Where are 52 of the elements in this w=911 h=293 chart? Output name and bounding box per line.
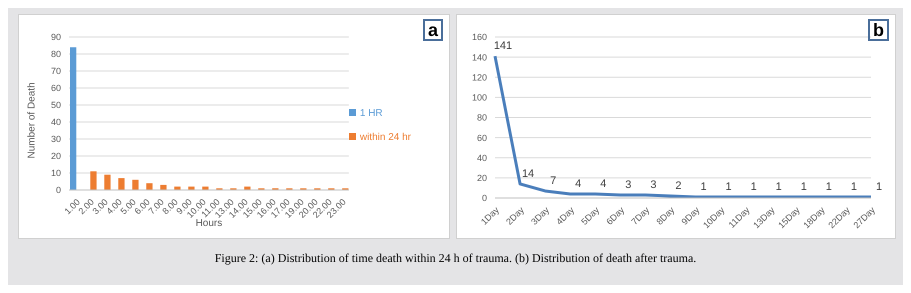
- y-tick-label: 60: [476, 132, 487, 143]
- y-tick-label: 70: [50, 66, 61, 76]
- y-tick-label: 120: [472, 72, 487, 82]
- y-tick-label: 0: [482, 193, 487, 204]
- bar: [188, 186, 195, 190]
- y-tick-label: 60: [50, 83, 61, 94]
- legend-label: within 24 hr: [360, 132, 411, 142]
- data-label: 1: [750, 180, 757, 193]
- y-tick-label: 40: [476, 152, 487, 163]
- data-label: 141: [494, 40, 512, 52]
- data-label: 1: [776, 180, 782, 193]
- text: b: [868, 19, 889, 41]
- y-tick-label: 100: [472, 92, 487, 103]
- y-tick-label: 90: [50, 32, 61, 42]
- data-label: 3: [650, 178, 656, 191]
- y-tick-label: 0: [56, 185, 61, 196]
- y-tick-label: 80: [476, 112, 487, 123]
- y-tick-label: 20: [50, 151, 61, 162]
- data-label: 1: [726, 180, 732, 193]
- data-label: 1: [800, 180, 807, 193]
- data-label: 7: [550, 174, 556, 187]
- bar: [174, 186, 181, 190]
- bar: [104, 174, 111, 190]
- data-label: 2: [675, 180, 682, 192]
- data-label: 1: [876, 180, 882, 193]
- y-tick-label: 40: [50, 117, 61, 128]
- text: a: [422, 19, 443, 41]
- bar: [146, 183, 153, 190]
- data-label: 4: [575, 178, 582, 190]
- y-tick-label: 50: [50, 100, 61, 110]
- y-tick-label: 10: [50, 168, 61, 178]
- data-label: 14: [522, 168, 534, 180]
- data-label: 1: [850, 180, 857, 193]
- x-axis-title: Hours: [196, 218, 222, 229]
- data-label: 4: [600, 178, 606, 190]
- bar: [118, 178, 125, 190]
- line-series: [494, 54, 872, 198]
- y-tick-label: 140: [472, 52, 487, 62]
- legend-label: 1 HR: [360, 108, 383, 118]
- bar: [70, 47, 76, 190]
- y-tick-label: 30: [50, 134, 61, 144]
- y-tick-label: 160: [472, 32, 487, 42]
- bar: [244, 186, 251, 190]
- bar: [90, 171, 97, 190]
- bar: [202, 186, 209, 190]
- y-tick-label: 20: [476, 173, 487, 184]
- data-label: 3: [625, 178, 632, 191]
- data-label: 1: [700, 180, 707, 193]
- y-tick-label: 80: [50, 49, 61, 60]
- caption: Figure 2: (a) Distribution of time death within 24 h of trauma. (b) Distribution of death after trauma.: [214, 251, 698, 266]
- data-label: 1: [826, 180, 832, 193]
- y-axis-title: Number of Death: [26, 82, 38, 158]
